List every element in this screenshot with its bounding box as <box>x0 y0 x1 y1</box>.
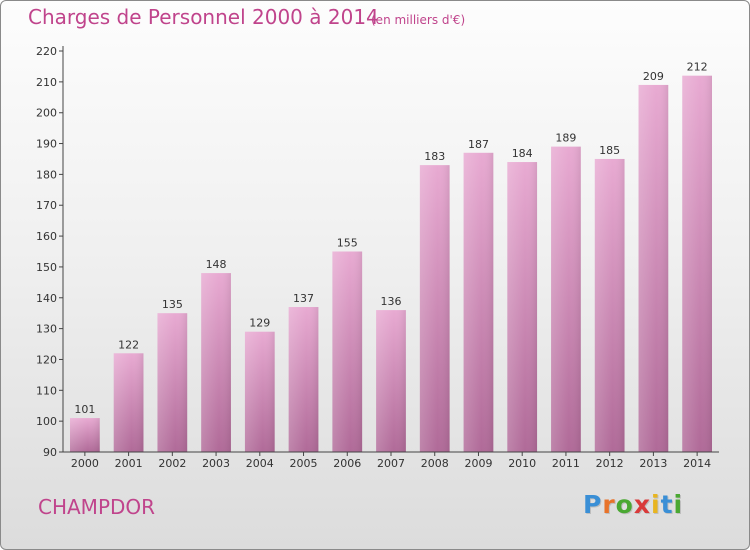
x-tick-label: 2012 <box>596 457 624 470</box>
bar-shade-2007 <box>376 310 406 452</box>
y-tick-label: 180 <box>36 168 57 181</box>
value-label: 183 <box>424 150 445 163</box>
bars-layer: 101 122 135 148 129 137 155 136 183 187 184 189 185 2… <box>69 61 713 453</box>
x-tick-label: 2003 <box>202 457 230 470</box>
x-tick-label: 2014 <box>683 457 711 470</box>
x-tick-label: 2006 <box>333 457 361 470</box>
y-tick-label: 190 <box>36 138 57 151</box>
x-tick-label: 2008 <box>421 457 449 470</box>
logo-letter: i <box>673 490 684 519</box>
x-tick-label: 2013 <box>639 457 667 470</box>
bar-shade-2009 <box>463 152 494 453</box>
x-tick-label: 2000 <box>71 457 99 470</box>
bar-shade-2010 <box>507 162 538 453</box>
bar-shade-2005 <box>288 307 319 452</box>
value-label: 212 <box>687 61 708 74</box>
bar-shade-2001 <box>113 353 144 452</box>
value-label: 122 <box>118 338 139 351</box>
y-tick-label: 90 <box>43 446 57 459</box>
logo-letter: i <box>651 490 661 519</box>
value-label: 155 <box>337 237 358 250</box>
logo-letter: r <box>602 490 616 519</box>
bar-shade-2013 <box>638 84 669 452</box>
value-label: 101 <box>74 403 95 416</box>
y-tick-label: 120 <box>36 353 57 366</box>
value-label: 187 <box>468 138 489 151</box>
value-label: 148 <box>206 258 227 271</box>
bar-shade-2011 <box>551 146 581 452</box>
x-tick-label: 2001 <box>115 457 143 470</box>
proxiti-logo: Proxiti <box>583 490 683 519</box>
bar-shade-2012 <box>594 158 625 452</box>
bar-shade-2004 <box>244 331 275 452</box>
y-tick-label: 100 <box>36 415 57 428</box>
y-tick-label: 130 <box>36 323 57 336</box>
x-tick-label: 2002 <box>158 457 186 470</box>
chart-title: Charges de Personnel 2000 à 2014 <box>28 5 379 29</box>
value-label: 135 <box>162 298 183 311</box>
value-label: 137 <box>293 292 314 305</box>
y-tick-label: 140 <box>36 292 57 305</box>
logo-letter: o <box>615 490 634 519</box>
logo-letter: t <box>660 490 674 519</box>
x-tick-label: 2009 <box>464 457 492 470</box>
bar-shade-2006 <box>332 251 363 452</box>
commune-name: CHAMPDOR <box>38 495 156 519</box>
bar-shade-2014 <box>682 75 713 452</box>
value-label: 184 <box>512 147 533 160</box>
x-tick-label: 2005 <box>290 457 318 470</box>
x-tick-label: 2011 <box>552 457 580 470</box>
value-label: 209 <box>643 70 664 83</box>
y-tick-label: 210 <box>36 76 57 89</box>
chart-subtitle: (en milliers d'€) <box>371 13 466 27</box>
value-label: 129 <box>249 317 270 330</box>
axis-layer: 2000 2001 2002 2003 2004 2005 2006 2007 2008 2009… <box>36 45 719 470</box>
y-tick-label: 150 <box>36 261 57 274</box>
value-label: 136 <box>381 295 402 308</box>
bar-shade-2002 <box>157 313 188 452</box>
x-tick-label: 2004 <box>246 457 274 470</box>
value-label: 185 <box>599 144 620 157</box>
y-tick-label: 220 <box>36 45 57 58</box>
x-tick-label: 2007 <box>377 457 405 470</box>
bar-shade-2000 <box>69 418 100 452</box>
x-tick-label: 2010 <box>508 457 536 470</box>
y-tick-label: 110 <box>36 384 57 397</box>
y-tick-label: 160 <box>36 230 57 243</box>
logo-letter: x <box>633 490 651 519</box>
y-tick-label: 170 <box>36 199 57 212</box>
logo-letter: P <box>583 490 603 519</box>
y-tick-label: 200 <box>36 107 57 120</box>
value-label: 189 <box>555 132 576 145</box>
bar-shade-2008 <box>419 165 450 452</box>
bar-shade-2003 <box>201 273 231 452</box>
